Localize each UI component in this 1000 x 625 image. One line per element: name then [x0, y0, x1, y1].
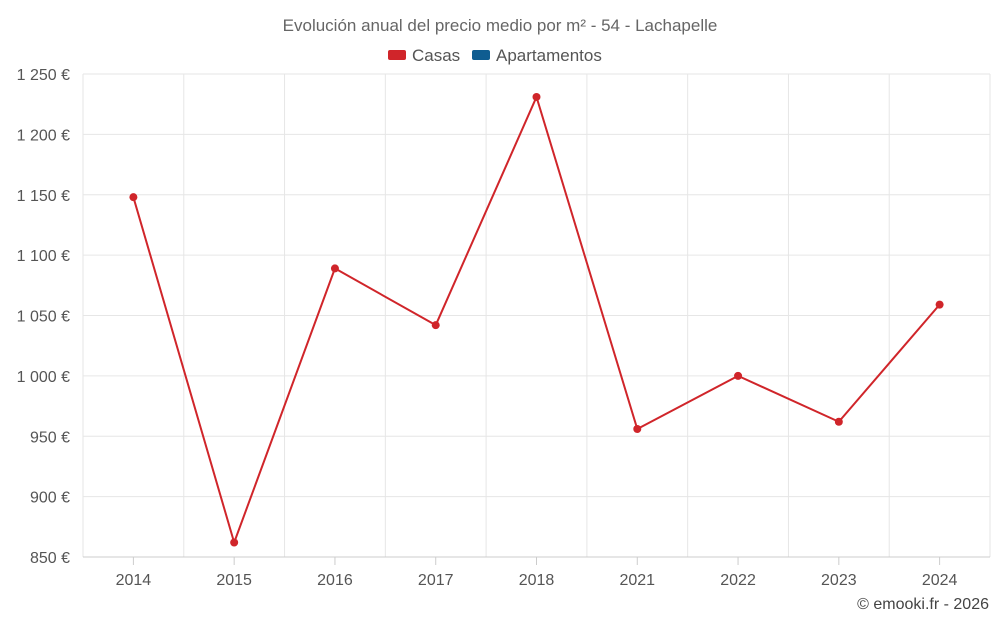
legend-label-apartamentos: Apartamentos — [496, 46, 602, 65]
y-tick-label: 950 € — [30, 429, 70, 446]
y-tick-label: 1 250 € — [17, 67, 70, 84]
axes: 850 € 900 € 950 € 1 000 € 1 050 € 1 100 € 1 15… — [17, 67, 990, 589]
x-tick-label: 2017 — [418, 572, 454, 589]
y-tick-label: 1 200 € — [17, 127, 70, 144]
y-tick-label: 1 100 € — [17, 248, 70, 265]
data-point-casas[interactable] — [633, 425, 642, 434]
grid — [82, 73, 991, 557]
legend: Casas Apartamentos — [388, 46, 602, 65]
x-tick-label: 2018 — [519, 572, 555, 589]
data-point-casas[interactable] — [129, 193, 138, 202]
chart-title: Evolución anual del precio medio por m² … — [283, 16, 718, 35]
x-tick-label: 2015 — [216, 572, 252, 589]
x-tick-label: 2024 — [922, 572, 958, 589]
legend-swatch-apartamentos — [472, 50, 490, 60]
data-point-casas[interactable] — [734, 371, 743, 380]
plot-area — [129, 92, 944, 547]
y-tick-label: 1 000 € — [17, 369, 70, 386]
data-point-casas[interactable] — [230, 538, 239, 547]
data-point-casas[interactable] — [532, 92, 541, 101]
data-point-casas[interactable] — [834, 417, 843, 426]
legend-label-casas: Casas — [412, 46, 460, 65]
credit-text: © emooki.fr - 2026 — [857, 596, 989, 613]
data-point-casas[interactable] — [935, 300, 944, 309]
x-tick-label: 2021 — [619, 572, 655, 589]
data-point-casas[interactable] — [431, 321, 440, 330]
x-tick-label: 2016 — [317, 572, 353, 589]
y-tick-label: 1 050 € — [17, 309, 70, 326]
y-tick-label: 1 150 € — [17, 188, 70, 205]
legend-item-casas[interactable]: Casas — [388, 46, 460, 65]
x-tick-label: 2023 — [821, 572, 857, 589]
y-tick-label: 850 € — [30, 550, 70, 567]
x-tick-label: 2014 — [116, 572, 152, 589]
x-tick-label: 2022 — [720, 572, 756, 589]
series-line-casas — [132, 95, 941, 544]
legend-item-apartamentos[interactable]: Apartamentos — [472, 46, 602, 65]
data-point-casas[interactable] — [330, 264, 339, 273]
legend-swatch-casas — [388, 50, 406, 60]
y-tick-label: 900 € — [30, 490, 70, 507]
